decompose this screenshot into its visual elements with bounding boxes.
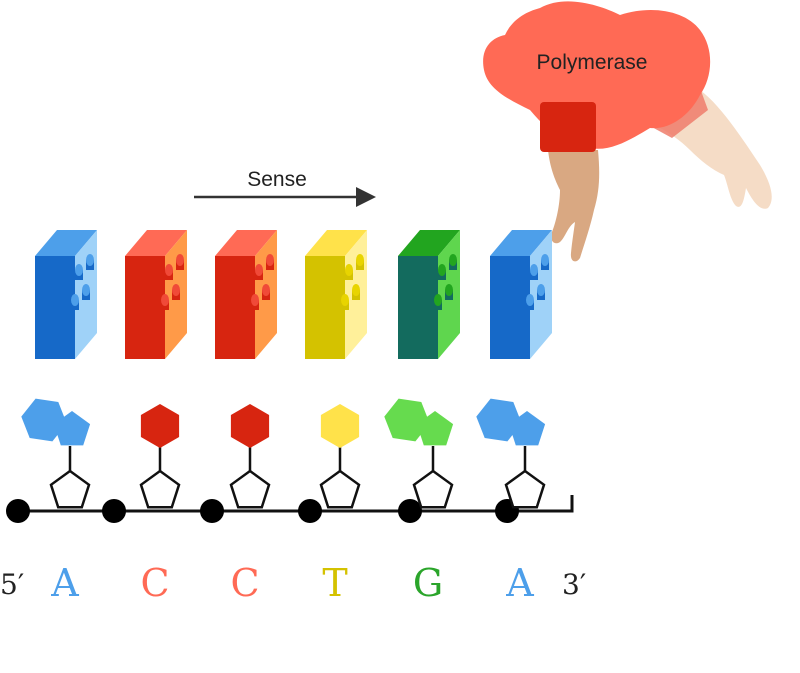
sense-arrow-head	[356, 187, 376, 207]
brick-stud-cap	[434, 294, 442, 306]
brick-top	[490, 230, 552, 256]
sense-label: Sense	[247, 168, 307, 191]
phosphate-dot	[398, 499, 422, 523]
phosphate-dot	[200, 499, 224, 523]
brick-stud-cap	[352, 284, 360, 296]
brick-front	[490, 256, 530, 359]
brick-top	[125, 230, 187, 256]
brick-stud-cap	[438, 264, 446, 276]
brick-front	[215, 256, 255, 359]
base-letter: T	[322, 561, 347, 605]
polymerase-label: Polymerase	[537, 51, 648, 74]
brick-stud-cap	[266, 254, 274, 266]
brick-stud-cap	[176, 254, 184, 266]
brick-stud-cap	[262, 284, 270, 296]
brick-stud-cap	[82, 284, 90, 296]
backbone-line	[18, 495, 574, 513]
brick-stud-cap	[345, 264, 353, 276]
sugar-pentagon	[319, 469, 361, 509]
nucleobase-pyrimidine	[140, 404, 180, 448]
brick-stud-cap	[526, 294, 534, 306]
dna-strand	[6, 398, 574, 523]
three-prime-label: 3′	[562, 568, 586, 601]
brick-stud-cap	[161, 294, 169, 306]
brick-top	[305, 230, 367, 256]
base-letters: 5′ 3′ A C C T G A	[0, 561, 586, 605]
lego-brick	[125, 230, 187, 359]
brick-top	[398, 230, 460, 256]
brick-top	[35, 230, 97, 256]
nucleobase-purine-ring5	[53, 411, 91, 446]
lego-brick	[490, 230, 552, 359]
brick-stud-cap	[356, 254, 364, 266]
lego-brick	[35, 230, 97, 359]
phosphate-dot	[6, 499, 30, 523]
base-letter: G	[413, 561, 443, 605]
sugar-pentagon	[49, 469, 91, 509]
brick-stud-cap	[165, 264, 173, 276]
base-letter: C	[140, 561, 169, 605]
brick-stud-cap	[341, 294, 349, 306]
polymerase-blob	[483, 1, 711, 149]
brick-front	[305, 256, 345, 359]
brick-stud-cap	[251, 294, 259, 306]
brick-front	[35, 256, 75, 359]
lego-brick	[215, 230, 277, 359]
polymerase: Polymerase	[483, 1, 772, 262]
nucleobase-pyrimidine	[230, 404, 270, 448]
brick-stud-cap	[449, 254, 457, 266]
nucleobase-pyrimidine	[320, 404, 360, 448]
phosphate-dot	[298, 499, 322, 523]
nucleobase-purine-ring5	[416, 411, 454, 446]
brick-stud-cap	[75, 264, 83, 276]
brick-front	[398, 256, 438, 359]
sugar-pentagon	[229, 469, 271, 509]
hand-shape	[548, 150, 600, 262]
brick-stud-cap	[255, 264, 263, 276]
brick-top	[215, 230, 277, 256]
nucleobase-purine-ring6	[384, 398, 430, 442]
hand-cuff	[540, 102, 596, 152]
brick-front	[125, 256, 165, 359]
brick-stud-cap	[541, 254, 549, 266]
brick-stud-cap	[71, 294, 79, 306]
base-letter: A	[50, 561, 79, 605]
base-letter: A	[505, 561, 534, 605]
brick-stud-cap	[530, 264, 538, 276]
lego-brick	[305, 230, 367, 359]
sugar-pentagon	[504, 469, 546, 509]
nucleobase-purine-ring6	[476, 398, 522, 442]
sense-arrow: Sense	[194, 168, 376, 207]
phosphate-dot	[102, 499, 126, 523]
nucleobase-purine-ring6	[21, 398, 67, 442]
nucleobase-purine-ring5	[508, 411, 546, 446]
lego-bricks	[35, 230, 552, 359]
brick-stud-cap	[172, 284, 180, 296]
five-prime-label: 5′	[0, 568, 24, 601]
lego-brick	[398, 230, 460, 359]
brick-stud-cap	[86, 254, 94, 266]
base-letter: C	[230, 561, 259, 605]
polymerase-hand	[540, 102, 600, 262]
brick-stud-cap	[445, 284, 453, 296]
sugar-pentagon	[139, 469, 181, 509]
sugar-pentagon	[412, 469, 454, 509]
brick-stud-cap	[537, 284, 545, 296]
